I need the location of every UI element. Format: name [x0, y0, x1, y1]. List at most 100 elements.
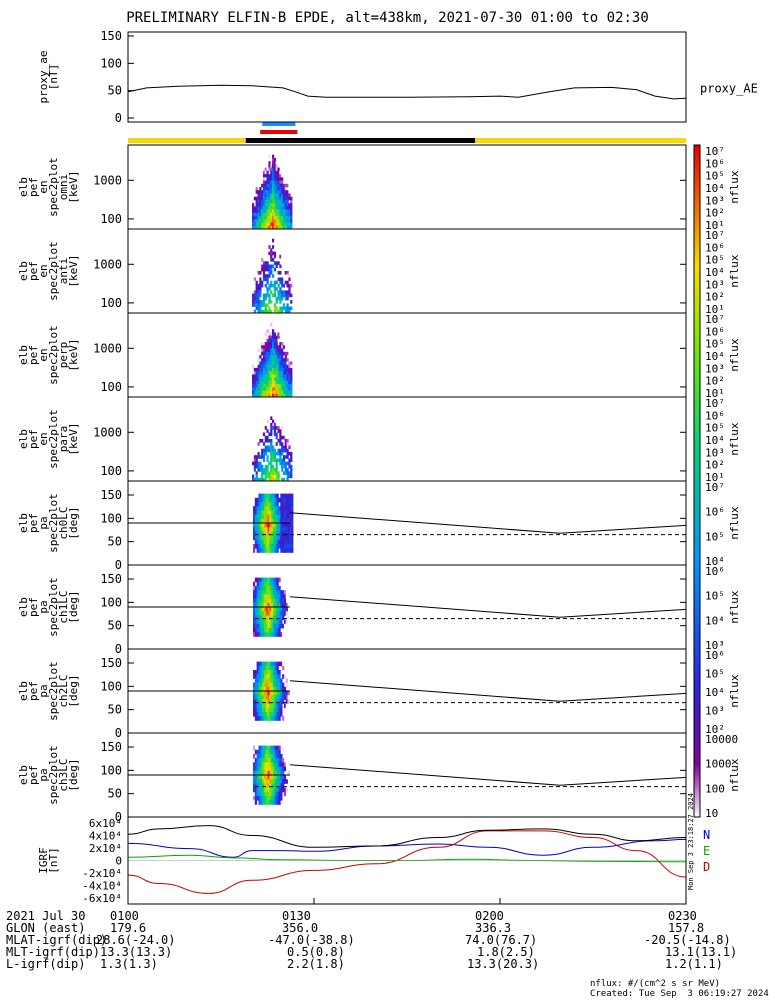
spectrogram-cell	[264, 283, 267, 288]
colorbar-strip	[694, 693, 700, 695]
spectrogram-cell	[286, 348, 289, 353]
spectrogram-cell	[270, 439, 273, 443]
spectrogram-cell	[254, 506, 257, 511]
spectrogram-cell	[267, 791, 270, 797]
spectrogram-cell	[265, 787, 268, 793]
spectrogram-cell	[280, 548, 283, 553]
spectrogram-cell	[283, 775, 287, 780]
spectrogram-cell	[282, 775, 285, 780]
spectrogram-cell	[253, 384, 256, 388]
colorbar-strip	[694, 273, 700, 275]
spectrogram-cell	[268, 371, 271, 375]
spectrogram-cell	[253, 290, 256, 294]
spectrogram-cell	[252, 338, 255, 343]
spectrogram-cell	[261, 439, 264, 443]
spectrogram-cell	[277, 355, 280, 359]
spectrogram-cell	[290, 300, 293, 304]
spectrogram-cell	[273, 800, 276, 805]
spectrogram-cell	[282, 371, 286, 375]
colorbar-strip	[694, 633, 700, 635]
spectrogram-cell	[276, 674, 279, 679]
colorbar-strip	[694, 197, 700, 199]
colorbar-strip	[694, 173, 700, 175]
spectrogram-cell	[278, 531, 281, 536]
spectrogram-cell	[253, 766, 256, 772]
spectrogram-cell	[279, 435, 282, 440]
spectrogram-cell	[255, 177, 258, 181]
panel-ylabel: elb	[17, 597, 30, 617]
spectrogram-cell	[288, 180, 291, 185]
spectrogram-cell	[284, 222, 287, 227]
spectrogram-cell	[269, 762, 272, 767]
spectrogram-cell	[265, 590, 268, 595]
spectrogram-cell	[286, 351, 289, 356]
spectrogram-cell	[277, 374, 280, 378]
spectrogram-cell	[281, 199, 284, 204]
spectrogram-cell	[283, 691, 287, 696]
colorbar-strip	[694, 555, 700, 557]
spectrogram-cell	[269, 493, 272, 499]
spectrogram-cell	[286, 387, 289, 391]
spectrogram-cell	[274, 682, 277, 688]
spectrogram-cell	[275, 209, 278, 214]
colorbar-strip	[694, 309, 700, 311]
spectrogram-cell	[263, 678, 267, 683]
spectrogram-cell	[260, 611, 263, 616]
spectrogram-cell	[267, 590, 270, 595]
spectrogram-cell	[262, 619, 265, 625]
spectrogram-cell	[260, 758, 263, 763]
spectrogram-cell	[266, 277, 269, 282]
spectrogram-cell	[271, 749, 274, 755]
spectrogram-cell	[274, 766, 277, 772]
spectrogram-cell	[291, 548, 294, 553]
colorbar-strip	[694, 497, 700, 499]
colorbar-strip	[694, 711, 700, 713]
spectrogram-cell	[274, 577, 277, 583]
colorbar-strip	[694, 543, 700, 545]
spectrogram-cell	[268, 345, 271, 349]
colorbar-strip	[694, 195, 700, 197]
colorbar-strip	[694, 805, 700, 807]
spectrogram-cell	[272, 380, 275, 385]
spectrogram-cell	[288, 445, 291, 450]
spectrogram-cell	[255, 464, 258, 469]
panel-ylabel: [nT]	[47, 847, 60, 874]
colorbar-strip	[694, 463, 700, 465]
spectrogram-cell	[266, 474, 269, 479]
spectrogram-cell	[267, 712, 270, 717]
colorbar-strip	[694, 643, 700, 645]
spectrogram-cell	[288, 145, 291, 149]
spectrogram-cell	[270, 206, 273, 210]
spectrogram-cell	[287, 598, 290, 604]
spectrogram-cell	[273, 527, 276, 532]
spectrogram-cell	[257, 190, 260, 194]
spectrogram-cell	[274, 628, 277, 633]
colorbar-strip	[694, 291, 700, 293]
spectrogram-cell	[260, 615, 263, 620]
spectrogram-cell	[280, 598, 283, 604]
spectrogram-cell	[263, 502, 267, 507]
colorbar-strip	[694, 169, 700, 171]
spectrogram-cell	[253, 590, 256, 595]
spectrogram-cell	[262, 707, 265, 713]
spectrogram-cell	[256, 602, 259, 608]
spectrogram-cell	[273, 345, 276, 349]
spectrogram-cell	[285, 712, 288, 717]
spectrogram-cell	[279, 225, 282, 230]
colorbar-strip	[694, 801, 700, 803]
spectrogram-cell	[259, 387, 262, 391]
spectrogram-cell	[263, 770, 267, 776]
spectrogram-cell	[265, 716, 268, 721]
spectrogram-cell	[279, 442, 282, 446]
colorbar-strip	[694, 145, 700, 147]
colorbar-strip	[694, 651, 700, 653]
spectrogram-cell	[267, 787, 270, 793]
spectrogram-cell	[257, 468, 260, 472]
spectrogram-cell	[291, 518, 294, 524]
spectrogram-cell	[262, 577, 265, 583]
spectrogram-cell	[260, 518, 263, 524]
spectrogram-cell	[268, 187, 271, 191]
spectrogram-cell	[278, 695, 281, 700]
colorbar-strip	[694, 373, 700, 375]
spectrogram-cell	[261, 455, 264, 459]
